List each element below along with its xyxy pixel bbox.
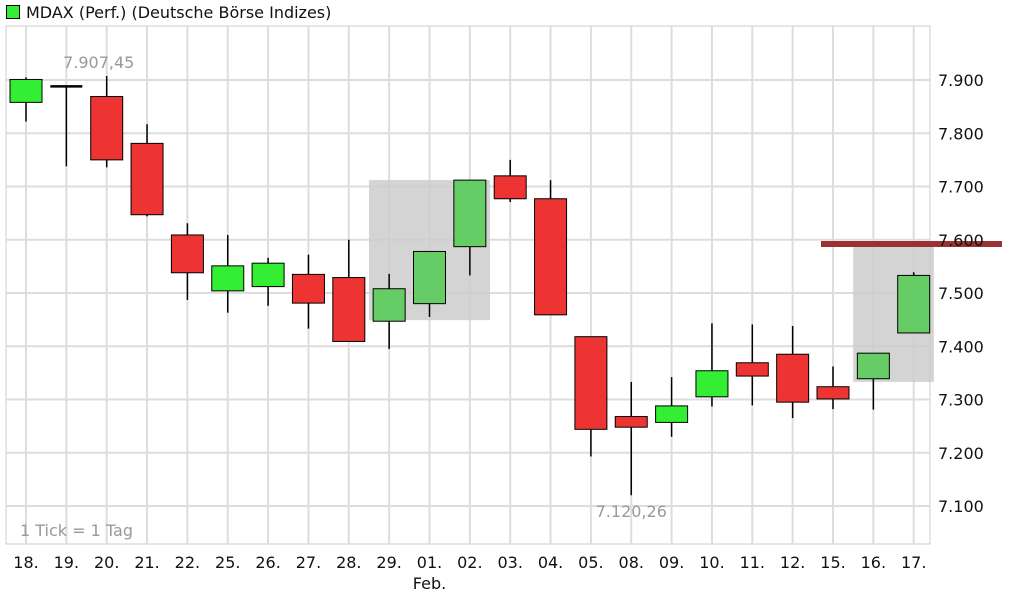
x-tick-label: 19.: [54, 553, 79, 572]
candle-body: [170, 234, 204, 274]
x-tick-label: 04.: [538, 553, 563, 572]
x-tick-label: 16.: [861, 553, 886, 572]
candle: [614, 381, 648, 496]
candle-body: [251, 262, 285, 288]
y-tick-label: 7.600: [938, 231, 984, 250]
candle: [372, 273, 406, 349]
candle: [856, 352, 890, 410]
legend: MDAX (Perf.) (Deutsche Börse Indizes): [6, 2, 331, 22]
y-tick-label: 7.400: [938, 337, 984, 356]
candle: [291, 254, 325, 329]
candle-body: [413, 250, 446, 305]
candle-body: [211, 265, 245, 292]
legend-swatch: [6, 5, 20, 19]
x-tick-label: 29.: [376, 553, 401, 572]
y-tick-label: 7.300: [938, 391, 984, 410]
x-tick-label: 27.: [296, 553, 321, 572]
x-tick-label: 01.: [417, 553, 442, 572]
annotation-label: 7.907,45: [63, 53, 134, 72]
candle-body: [90, 96, 124, 161]
candle: [776, 326, 810, 419]
x-tick-label: 12.: [780, 553, 805, 572]
y-tick-label: 7.900: [938, 71, 984, 90]
candle: [574, 336, 608, 457]
y-tick-label: 7.500: [938, 284, 984, 303]
candle: [655, 377, 689, 437]
candle-body: [574, 336, 608, 430]
x-tick-label: 05.: [578, 553, 603, 572]
x-tick-label: 03.: [497, 553, 522, 572]
x-tick-label: 21.: [134, 553, 159, 572]
candle-body: [856, 352, 890, 380]
x-tick-label: 28.: [336, 553, 361, 572]
candle-body: [776, 353, 810, 403]
x-tick-label: 11.: [740, 553, 765, 572]
x-sublabel: Feb.: [413, 574, 446, 593]
legend-label: MDAX (Perf.) (Deutsche Börse Indizes): [26, 2, 332, 22]
candle: [211, 234, 245, 313]
x-tick-label: 25.: [215, 553, 240, 572]
candle: [735, 324, 769, 406]
candle: [816, 366, 850, 410]
candle-body: [735, 362, 769, 377]
candle-body: [493, 175, 527, 200]
candle: [332, 239, 366, 342]
candle: [50, 85, 83, 167]
candle: [897, 272, 931, 334]
candle: [90, 76, 124, 168]
candle: [453, 179, 487, 276]
candle: [251, 257, 285, 306]
y-tick-label: 7.700: [938, 178, 984, 197]
candle-body: [816, 386, 850, 400]
candle-body: [9, 78, 43, 103]
x-tick-label: 15.: [820, 553, 845, 572]
candle-body: [130, 142, 164, 216]
y-tick-label: 7.800: [938, 124, 984, 143]
x-tick-label: 08.: [619, 553, 644, 572]
candle: [493, 159, 527, 202]
x-tick-label: 17.: [901, 553, 926, 572]
candle-body: [453, 179, 487, 248]
candle-body: [695, 370, 729, 398]
annotation-label: 7.120,26: [596, 502, 667, 521]
x-tick-label: 18.: [13, 553, 38, 572]
annotation-label: 1 Tick = 1 Tag: [20, 521, 133, 540]
candle-body: [897, 274, 931, 334]
x-tick-label: 22.: [175, 553, 200, 572]
candle-body: [291, 273, 325, 304]
x-tick-label: 20.: [94, 553, 119, 572]
x-tick-label: 26.: [255, 553, 280, 572]
x-tick-label: 09.: [659, 553, 684, 572]
candle: [170, 223, 204, 300]
y-tick-label: 7.100: [938, 497, 984, 516]
candle: [413, 250, 446, 317]
candle-body: [332, 277, 366, 342]
x-tick-label: 02.: [457, 553, 482, 572]
candle: [9, 77, 43, 122]
candle: [534, 180, 568, 316]
candle-body: [614, 416, 648, 428]
candle: [695, 323, 729, 407]
y-tick-label: 7.200: [938, 444, 984, 463]
candle-body: [655, 405, 689, 423]
candle-body: [534, 198, 568, 316]
candle: [130, 124, 164, 217]
x-tick-label: 10.: [699, 553, 724, 572]
candle-body: [372, 288, 406, 322]
